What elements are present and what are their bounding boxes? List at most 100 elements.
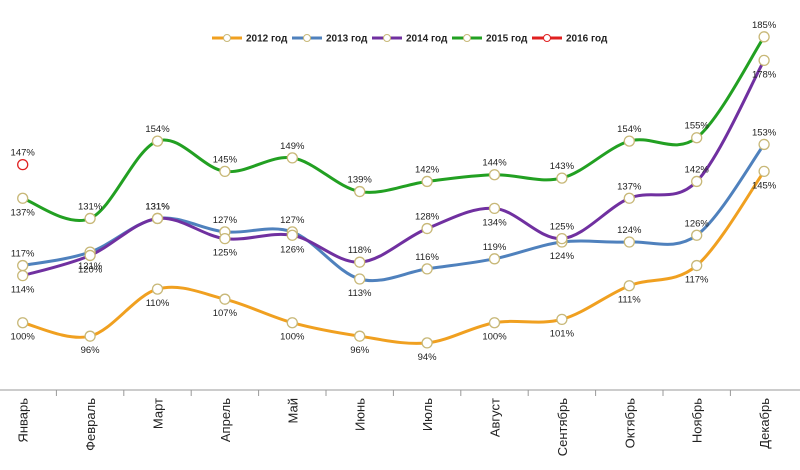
point-marker	[488, 202, 501, 215]
data-label: 131%	[78, 201, 103, 212]
data-label: 144%	[482, 158, 507, 169]
point-marker	[488, 317, 501, 329]
x-tick-label: Октябрь	[622, 398, 637, 449]
data-label: 96%	[81, 345, 101, 356]
point-marker	[354, 273, 366, 285]
point-marker	[691, 229, 703, 241]
point-marker	[17, 269, 29, 282]
data-label: 126%	[280, 244, 305, 255]
legend-marker	[303, 34, 311, 42]
data-label: 126%	[685, 218, 710, 229]
x-tick-label: Июль	[420, 398, 435, 431]
data-label: 94%	[418, 352, 438, 363]
series-line	[22, 35, 766, 222]
point-marker	[623, 280, 635, 292]
series-line	[22, 170, 766, 345]
x-tick-label: Декабрь	[757, 398, 772, 449]
data-label: 142%	[415, 164, 440, 175]
data-label: 137%	[11, 207, 36, 218]
data-label: 127%	[280, 215, 305, 226]
x-tick-label: Апрель	[218, 398, 233, 442]
point-marker	[623, 236, 635, 248]
data-label: 155%	[685, 121, 710, 132]
point-marker	[556, 313, 568, 326]
legend-label: 2012 год	[246, 34, 288, 45]
point-marker	[84, 330, 96, 342]
data-label: 139%	[348, 175, 373, 186]
data-label: 117%	[11, 249, 35, 260]
data-label: 185%	[752, 20, 777, 31]
point-marker	[421, 263, 433, 275]
point-marker	[691, 259, 703, 272]
x-tick-label: Май	[285, 398, 300, 423]
point-marker	[84, 249, 96, 262]
data-label: 127%	[213, 215, 238, 226]
data-label: 143%	[550, 161, 575, 172]
point-marker	[219, 165, 231, 178]
point-marker	[421, 222, 433, 235]
point-marker	[758, 31, 770, 43]
point-marker	[354, 185, 366, 198]
data-label: 125%	[213, 248, 238, 259]
data-label: 117%	[685, 275, 709, 286]
point-marker	[556, 172, 568, 184]
data-label: 124%	[550, 251, 575, 262]
point-marker	[286, 317, 298, 329]
data-label: 134%	[482, 217, 507, 228]
x-tick-label: Февраль	[83, 398, 98, 451]
point-marker	[354, 330, 366, 342]
data-label: 124%	[617, 225, 642, 236]
x-tick-label: Ноябрь	[690, 398, 705, 443]
legend-label: 2016 год	[566, 34, 608, 45]
x-tick-label: Июнь	[353, 398, 368, 431]
legend-label: 2013 год	[326, 34, 368, 45]
point-marker	[17, 259, 29, 272]
legend-marker	[383, 34, 391, 42]
data-label: 120%	[78, 264, 103, 275]
legend-label: 2015 год	[486, 34, 528, 45]
legend-label: 2014 год	[406, 34, 448, 45]
data-label: 100%	[11, 332, 36, 343]
data-label: 121%	[78, 261, 103, 272]
point-marker	[556, 232, 568, 245]
point-marker	[758, 54, 770, 67]
point-marker	[488, 169, 501, 181]
data-label: 153%	[752, 127, 777, 138]
point-marker	[421, 337, 433, 349]
data-label: 113%	[348, 288, 372, 299]
point-marker	[623, 192, 635, 204]
data-label: 96%	[350, 345, 370, 356]
data-label: 116%	[415, 252, 439, 263]
legend-marker	[463, 34, 471, 42]
data-label: 110%	[146, 298, 170, 309]
x-tick-label: Март	[151, 398, 166, 429]
data-label: 107%	[213, 308, 238, 319]
data-label: 131%	[145, 201, 170, 212]
data-label: 137%	[617, 181, 642, 192]
data-label: 154%	[145, 124, 170, 135]
data-label: 131%	[145, 201, 170, 212]
point-marker	[286, 229, 298, 241]
data-label: 142%	[685, 164, 710, 175]
point-marker	[354, 256, 366, 268]
point-marker	[17, 158, 29, 171]
x-tick-label: Сентябрь	[555, 398, 570, 456]
point-marker	[691, 132, 703, 144]
point-marker	[151, 135, 164, 147]
point-marker	[84, 212, 96, 225]
data-label: 100%	[482, 332, 507, 343]
point-marker	[151, 283, 164, 295]
point-marker	[17, 317, 29, 329]
data-label: 147%	[11, 148, 36, 159]
point-marker	[691, 175, 703, 188]
legend-marker	[223, 34, 231, 42]
data-label: 111%	[618, 295, 641, 306]
point-marker	[219, 232, 231, 245]
point-marker	[758, 165, 770, 178]
data-label: 149%	[280, 141, 305, 152]
x-tick-label: Январь	[16, 398, 31, 443]
point-marker	[151, 212, 164, 225]
legend-marker	[543, 34, 551, 42]
data-label: 154%	[617, 124, 642, 135]
